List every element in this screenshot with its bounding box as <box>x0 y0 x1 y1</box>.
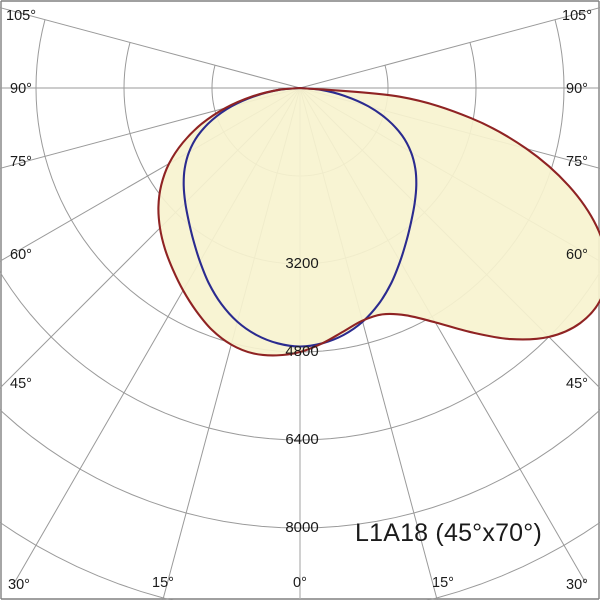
angle-tick-label-right: 30° <box>566 577 588 593</box>
curve-c90-c270 <box>157 86 600 357</box>
angle-tick-label-left: 45° <box>10 376 32 392</box>
angular-tick-labels: 105° 90° 75° 60° 45° 30° 105° 90° 75° 60° 45° 30° 15… <box>6 8 592 593</box>
angle-tick-label-right: 75° <box>566 154 588 170</box>
angle-tick-label-bottom: 0° <box>293 575 307 591</box>
radial-tick-label: 3200 <box>285 255 318 272</box>
angle-tick-label-right: 105° <box>562 8 592 24</box>
angle-tick-label-right: 45° <box>566 376 588 392</box>
angle-tick-label-left: 30° <box>8 577 30 593</box>
radial-tick-labels: 3200 4800 6400 8000 <box>285 255 318 536</box>
distribution-fill-area <box>158 88 600 356</box>
radial-tick-label: 6400 <box>285 431 318 448</box>
grid-spoke <box>299 7 600 89</box>
grid-spoke <box>0 7 301 89</box>
angle-tick-label-bottom: 15° <box>152 575 174 591</box>
grid-spoke <box>0 87 301 169</box>
angle-tick-label-right: 60° <box>566 247 588 263</box>
angle-tick-label-right: 90° <box>566 81 588 97</box>
chart-title: L1A18 (45°x70°) <box>355 519 542 547</box>
angle-tick-label-left: 75° <box>10 154 32 170</box>
angle-tick-label-left: 90° <box>10 81 32 97</box>
angle-tick-label-left: 60° <box>10 247 32 263</box>
radial-tick-label: 8000 <box>285 519 318 536</box>
angle-tick-label-left: 105° <box>6 8 36 24</box>
angle-tick-label-bottom: 15° <box>432 575 454 591</box>
curve-c0-c180 <box>182 86 418 348</box>
radial-tick-label: 4800 <box>285 343 318 360</box>
